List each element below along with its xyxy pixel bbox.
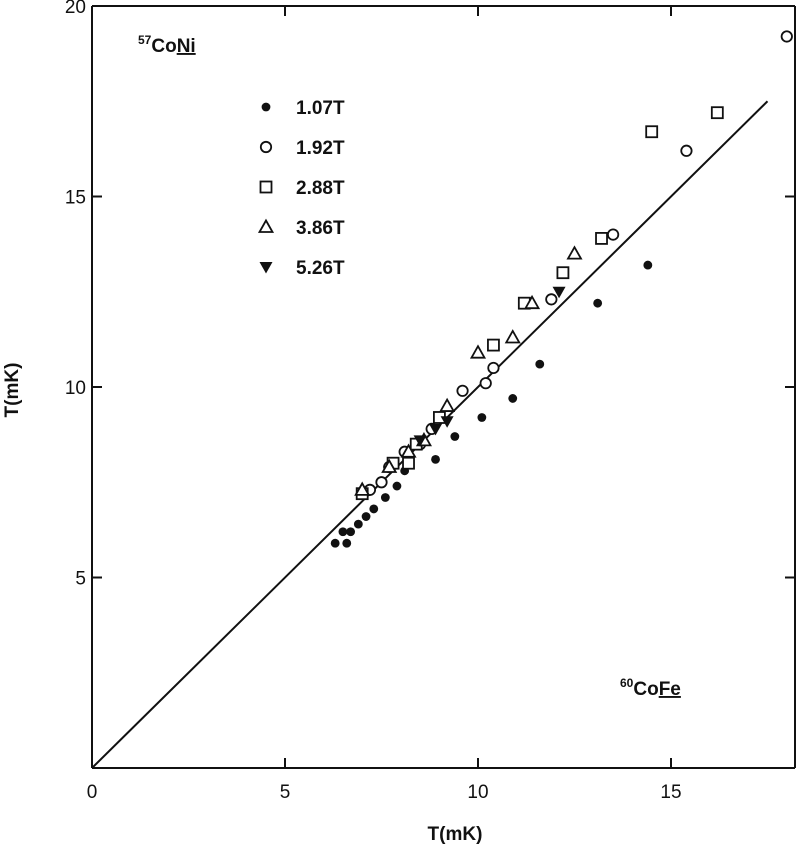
bottom-right-annotation-base: Co [633, 679, 658, 700]
point-5-26t [440, 416, 454, 428]
point-3-86t [354, 481, 371, 496]
point-5-26t [413, 435, 427, 447]
legend-label-5-26t: 5.26T [296, 258, 345, 279]
legend-label-1-07t: 1.07T [296, 98, 345, 119]
point-5-26t [429, 423, 443, 436]
point-1-07t [342, 538, 352, 548]
point-5-26t [552, 286, 566, 299]
point-1-92t [780, 30, 793, 43]
point-2-88t [710, 106, 724, 120]
point-1-07t [643, 260, 653, 270]
legend-marker-1-92t [259, 140, 273, 154]
point-3-86t [523, 294, 541, 310]
legend-marker-1-07t [261, 102, 271, 112]
y-tick-label-20: 20 [65, 0, 86, 18]
point-2-88t [487, 338, 500, 352]
x-tick-label-5: 5 [280, 782, 291, 803]
x-axis-label: T(mK) [428, 824, 483, 845]
point-3-86t [504, 329, 521, 344]
legend-marker-5-26t [259, 262, 273, 274]
point-3-86t [566, 245, 583, 260]
legend-label-1-92t: 1.92T [296, 138, 345, 159]
x-tick-label-10: 10 [467, 782, 488, 803]
x-tick-label-0: 0 [87, 782, 98, 803]
bottom-right-annotation-underlined: Fe [659, 679, 681, 700]
point-2-88t [645, 125, 659, 139]
data-markers [330, 30, 793, 548]
point-1-07t [477, 413, 487, 422]
legend-marker-2-88t [259, 180, 273, 194]
point-1-92t [487, 361, 500, 375]
point-1-92t [606, 228, 620, 241]
point-1-07t [369, 504, 379, 514]
point-2-88t [402, 456, 415, 470]
point-1-92t [545, 293, 558, 306]
point-1-92t [375, 476, 388, 489]
point-1-07t [353, 519, 363, 529]
x-tick-label-15: 15 [660, 782, 681, 803]
point-1-07t [380, 493, 390, 502]
point-1-07t [330, 538, 340, 548]
legend-label-2-88t: 2.88T [296, 178, 345, 199]
point-1-07t [593, 298, 603, 308]
point-1-07t [338, 527, 348, 537]
bottom-right-annotation-sup: 60 [620, 676, 634, 690]
point-1-07t [346, 527, 356, 537]
axis-ticks [92, 5, 795, 768]
y-axis-label: T(mK) [2, 363, 23, 418]
legend-marker-3-86t [257, 218, 275, 233]
point-3-86t [381, 458, 398, 473]
point-3-86t [439, 397, 456, 412]
point-1-07t [431, 454, 440, 464]
bottom-right-annotation: 60CoFe [620, 676, 681, 700]
point-3-86t [400, 443, 417, 458]
point-1-07t [535, 359, 545, 369]
y-tick-label-5: 5 [75, 569, 86, 590]
point-1-92t [456, 384, 469, 397]
point-1-07t [392, 481, 402, 491]
plot-frame [91, 5, 796, 769]
point-1-07t [361, 512, 371, 521]
legend-label-3-86t: 3.86T [296, 218, 345, 239]
point-3-86t [469, 344, 487, 359]
y-tick-label-15: 15 [65, 188, 86, 209]
point-1-07t [450, 432, 460, 441]
point-1-92t [479, 377, 492, 390]
point-1-07t [508, 394, 518, 403]
point-2-88t [556, 266, 570, 280]
top-left-annotation-sup: 57 [138, 33, 152, 47]
legend: 1.07T 1.92T 2.88T 3.86T 5.26T [257, 98, 345, 279]
top-left-annotation-base: Co [151, 36, 176, 57]
top-left-annotation: 57CoNi [138, 33, 196, 57]
top-left-annotation-underlined: Ni [177, 36, 196, 57]
point-1-92t [680, 144, 693, 157]
point-2-88t [595, 232, 608, 245]
y-tick-label-10: 10 [65, 378, 86, 399]
